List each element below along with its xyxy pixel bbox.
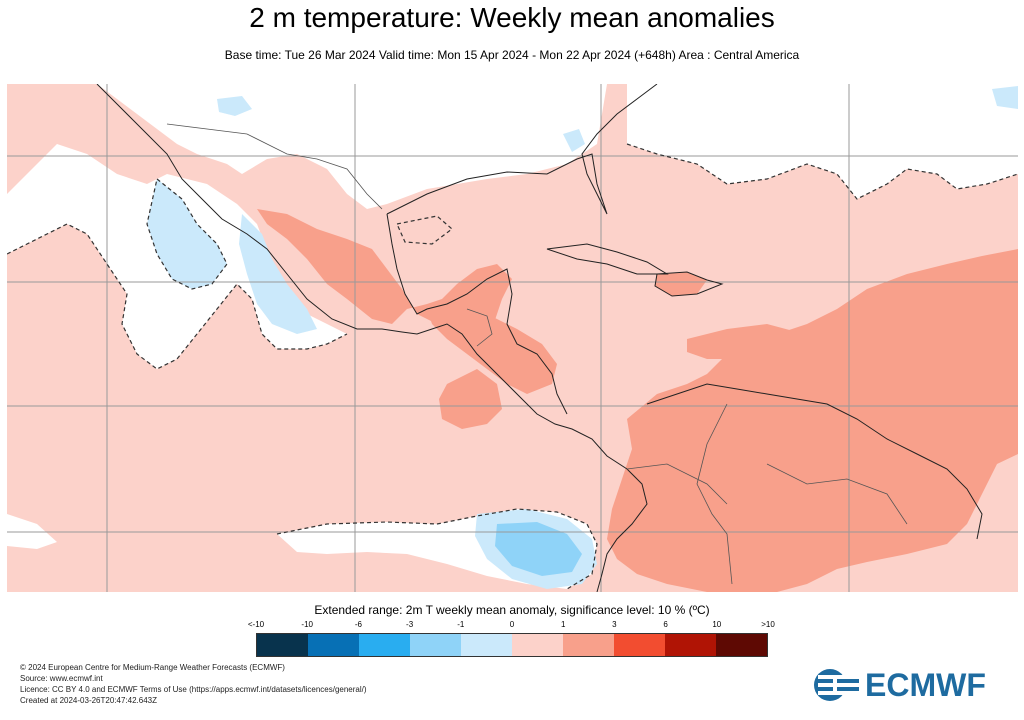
cold-area-west-mexico-coast — [239, 214, 317, 334]
legend-swatch — [461, 634, 512, 656]
legend-tick-label: -3 — [406, 620, 414, 629]
legend-colorbar — [256, 633, 768, 657]
legend-tick-label: <-10 — [247, 620, 265, 629]
map-canvas — [7, 84, 1018, 592]
significance-contours — [7, 143, 1018, 590]
legend-tick-label: >10 — [761, 620, 775, 629]
legend-tick-label: -10 — [301, 620, 313, 629]
anomaly-map — [7, 84, 1018, 592]
graticule — [7, 84, 1018, 592]
legend-tick-label: 6 — [663, 620, 668, 629]
footer-line: Licence: CC BY 4.0 and ECMWF Terms of Us… — [20, 685, 367, 694]
legend-swatch — [257, 634, 308, 656]
legend-tick-label: 10 — [712, 620, 722, 629]
legend-ticks: <-10 -10 -6 -3 -1 0 1 3 6 10 >10 — [248, 620, 775, 632]
warm-area-caribbean-ne — [687, 324, 797, 359]
legend-swatch — [512, 634, 563, 656]
legend-tick-label: 0 — [509, 620, 515, 629]
legend-swatch — [563, 634, 614, 656]
map-subtitle: Base time: Tue 26 Mar 2024 Valid time: M… — [224, 48, 800, 62]
legend-swatch — [359, 634, 410, 656]
footer-line: Created at 2024-03-26T20:47:42.643Z — [20, 696, 157, 705]
white-area-atlantic — [627, 84, 1018, 199]
warm-area-south-america — [607, 249, 1018, 592]
legend-swatch — [410, 634, 461, 656]
country-borders — [166, 123, 908, 585]
coastlines — [96, 84, 983, 592]
ecmwf-logo-icon — [814, 669, 859, 701]
warm-area-pacific-blob — [439, 369, 502, 429]
white-area-north — [97, 84, 607, 209]
cold-area-atlantic-ne — [992, 86, 1018, 109]
footer-line: Source: www.ecmwf.int — [20, 674, 103, 683]
legend-swatch — [614, 634, 665, 656]
warm-area-hispaniola — [655, 272, 707, 296]
cold-area-galapagos-core — [495, 522, 582, 576]
footer-line: © 2024 European Centre for Medium-Range … — [20, 663, 285, 672]
ecmwf-logo: ECMWF — [813, 666, 986, 704]
footer-credits: © 2024 European Centre for Medium-Range … — [20, 662, 367, 706]
warm-area-mexico — [257, 209, 512, 339]
legend-tick-label: 3 — [612, 620, 617, 629]
cold-area-florida — [563, 129, 585, 152]
legend-swatch — [308, 634, 359, 656]
cold-area-gulf-top — [217, 96, 252, 116]
legend-title: Extended range: 2m T weekly mean anomaly… — [314, 603, 710, 617]
legend-tick-label: -1 — [457, 620, 465, 629]
cold-area-baja — [147, 179, 227, 289]
ecmwf-logo-text: ECMWF — [865, 667, 986, 703]
legend-swatch — [665, 634, 716, 656]
legend-swatch — [716, 634, 767, 656]
warm-area-central-america — [427, 309, 557, 394]
legend-tick-label: 1 — [560, 620, 566, 629]
legend-tick-label: -6 — [354, 620, 362, 629]
map-title: 2 m temperature: Weekly mean anomalies — [249, 2, 775, 33]
